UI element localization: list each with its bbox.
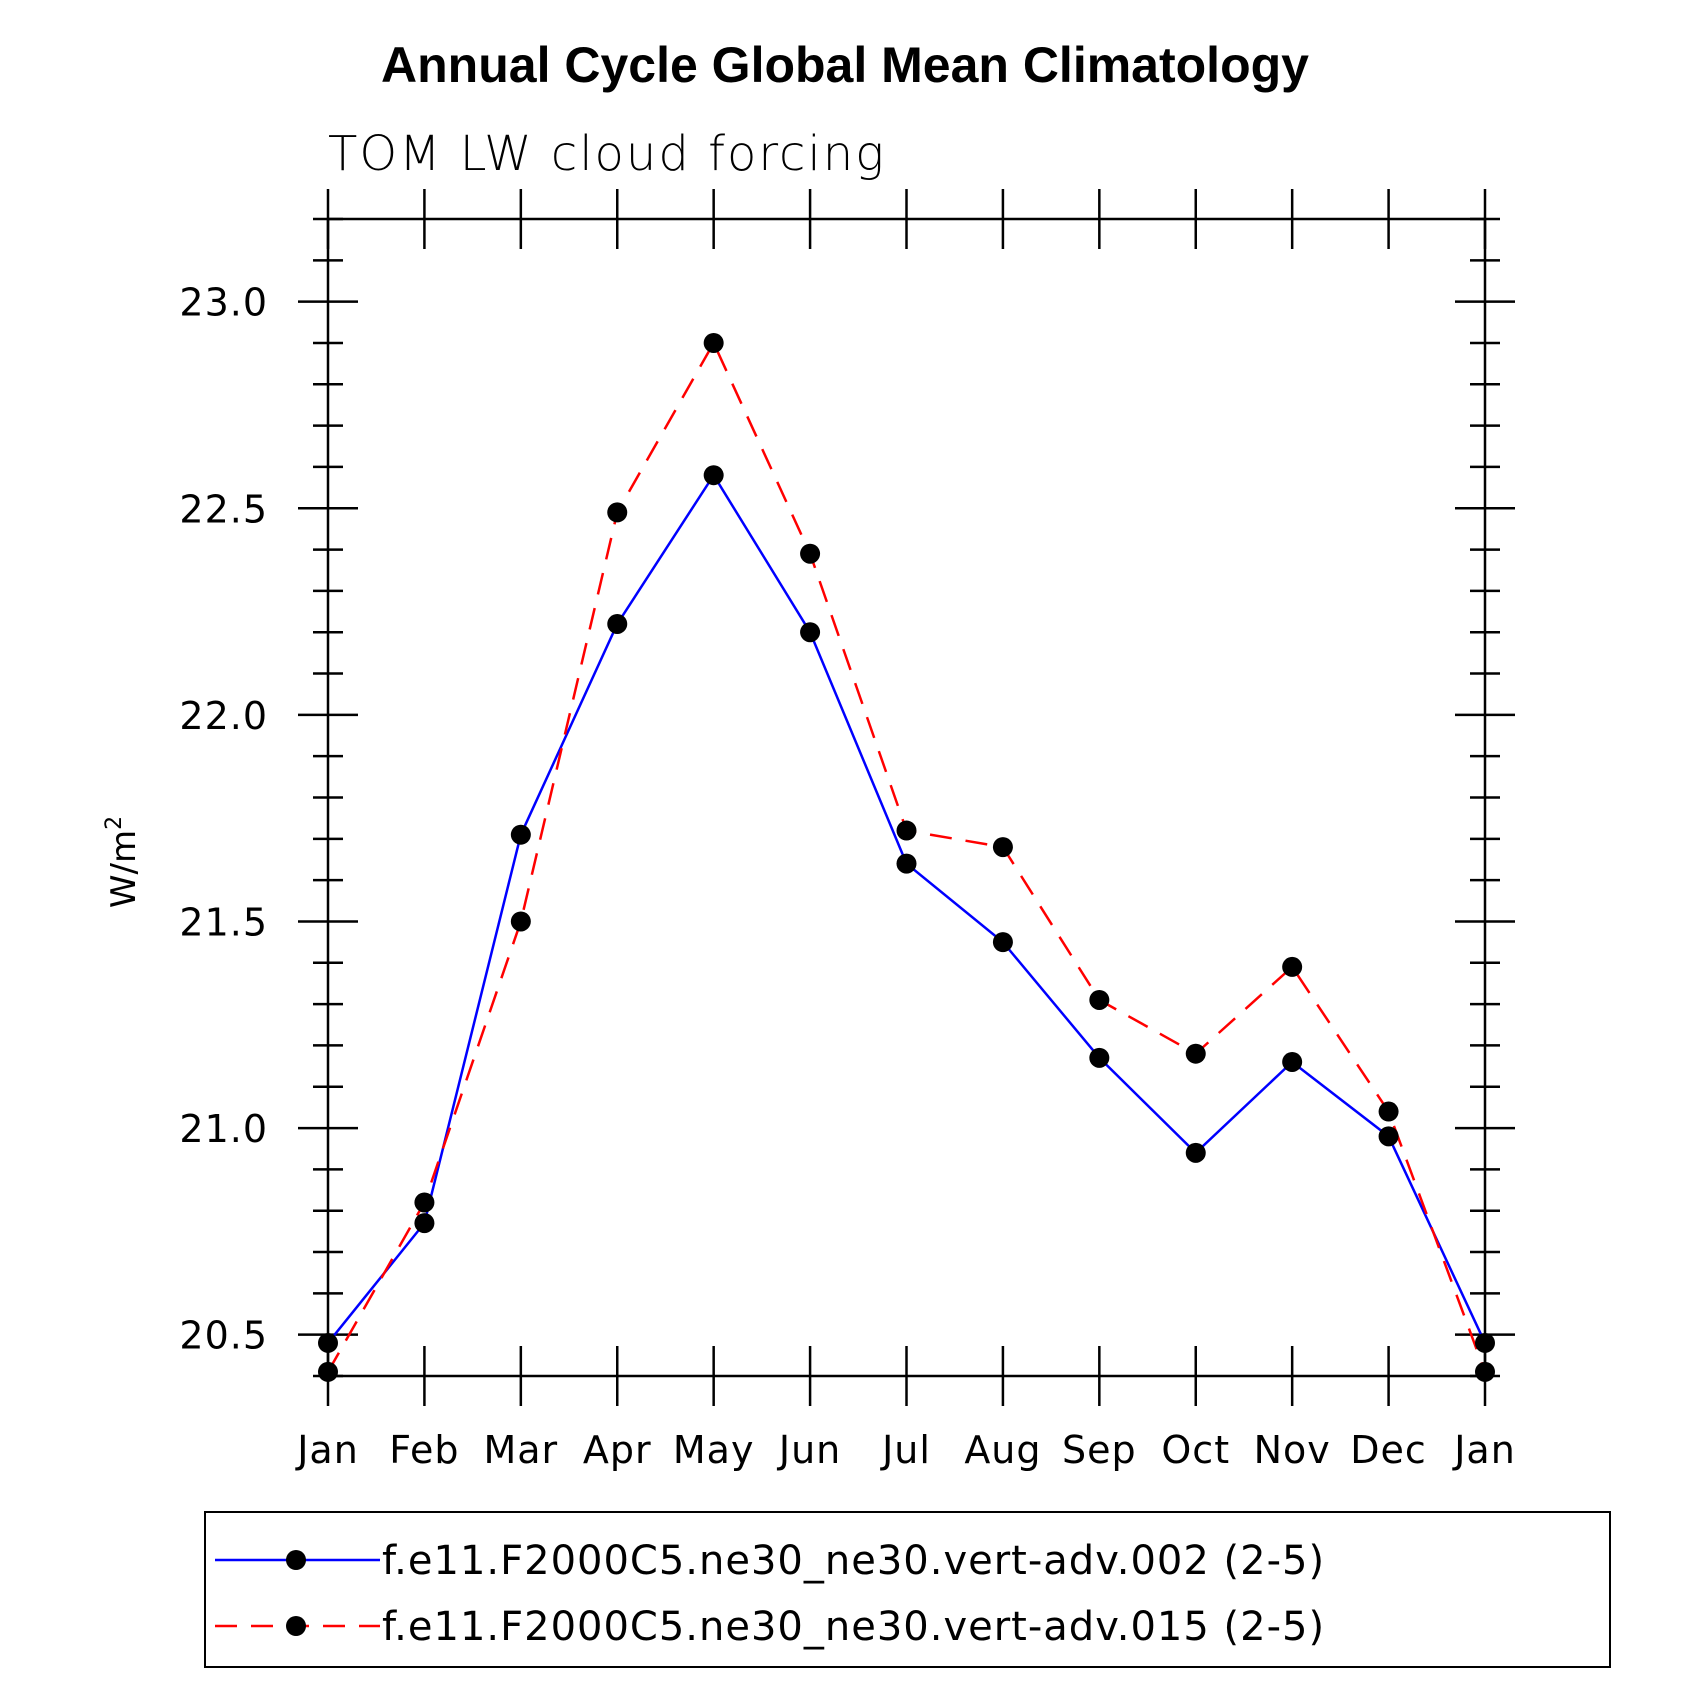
x-tick-label: Feb [389,1428,459,1472]
x-tick-label: Mar [483,1428,558,1472]
series-line-1 [327,472,1487,1344]
y-axis-label-text: W/m [104,830,144,908]
data-point-series-1 [414,1213,435,1234]
legend-marker-1 [286,1550,306,1570]
legend: f.e11.F2000C5.ne30_ne30.vert-adv.002 (2-… [204,1511,1611,1668]
data-point-series-2 [800,543,821,564]
y-tick-labels: 20.5 21.0 21.5 22.0 22.5 23.0 [179,281,268,1358]
y-tick-label: 22.5 [179,487,268,531]
x-tick-labels: Jan Feb Mar Apr May Jun Jul Aug Sep Oct Nov Dec Jan [295,1428,1516,1472]
x-tick-label: Apr [583,1428,652,1472]
chart-title: Annual Cycle Global Mean Climatology [381,37,1309,93]
x-tick-label: Nov [1254,1428,1331,1472]
data-point-series-1 [896,853,917,874]
plot-frame [326,217,1487,1378]
y-axis-label: W/m2 [102,816,144,908]
legend-box [204,1511,1611,1668]
x-tick-label: Jun [777,1428,841,1472]
data-point-series-1 [510,824,531,845]
y-tick-label: 22.0 [179,694,268,738]
legend-label-2: f.e11.F2000C5.ne30_ne30.vert-adv.015 (2-… [382,1604,1325,1650]
legend-marker-2 [286,1616,306,1636]
data-point-series-2 [1185,1043,1206,1064]
data-point-series-1 [1089,1047,1110,1068]
data-point-series-2 [703,332,724,353]
data-point-series-1 [800,622,821,643]
y-tick-label: 20.5 [179,1314,268,1358]
x-tick-label: May [673,1428,755,1472]
x-tick-label: Jul [880,1428,931,1472]
axis-ticks [298,189,1515,1406]
data-point-series-2 [896,820,917,841]
x-tick-label: Oct [1161,1428,1230,1472]
y-tick-label: 21.5 [179,900,268,944]
legend-label-1: f.e11.F2000C5.ne30_ne30.vert-adv.002 (2-… [382,1538,1325,1584]
data-point-series-1 [1185,1142,1206,1163]
chart-subtitle: TOM LW cloud forcing [328,126,886,182]
y-tick-label: 21.0 [179,1107,268,1151]
x-tick-label: Aug [964,1428,1041,1472]
x-tick-label: Jan [1452,1428,1516,1472]
x-tick-label: Dec [1350,1428,1427,1472]
x-tick-label: Jan [295,1428,359,1472]
legend-entries: f.e11.F2000C5.ne30_ne30.vert-adv.002 (2-… [215,1538,1325,1650]
x-tick-label: Sep [1062,1428,1137,1472]
data-point-series-2 [992,837,1013,858]
data-point-series-1 [607,613,628,634]
data-point-series-2 [1378,1101,1399,1122]
svg-text:W/m2: W/m2 [102,816,144,908]
series-markers [318,332,1495,1382]
data-point-series-2 [414,1192,435,1213]
data-point-series-2 [510,911,531,932]
data-point-series-2 [1282,956,1303,977]
data-point-series-2 [607,502,628,523]
data-point-series-1 [992,932,1013,953]
data-point-series-1 [1378,1126,1399,1147]
data-point-series-1 [703,465,724,486]
data-point-series-1 [1282,1051,1303,1072]
y-axis-label-superscript: 2 [102,816,127,830]
y-tick-label: 23.0 [179,281,268,325]
data-point-series-2 [1089,989,1110,1010]
